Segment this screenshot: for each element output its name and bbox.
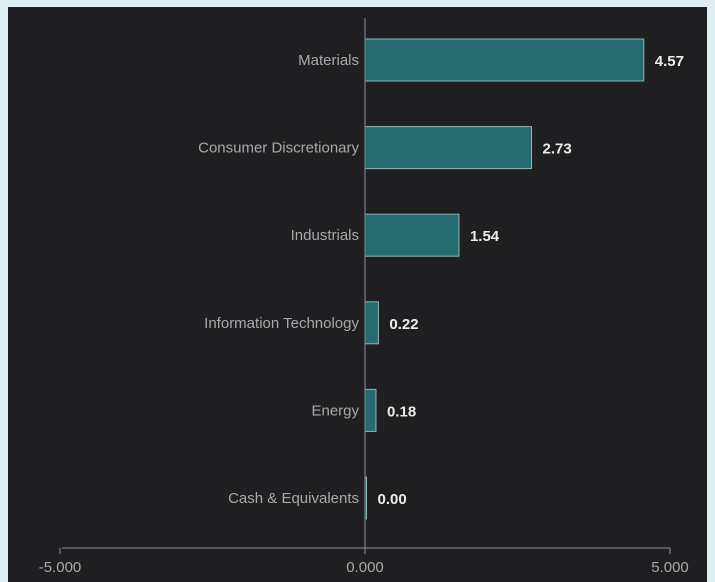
bars-layer (364, 38, 645, 520)
category-label-2: Industrials (291, 227, 359, 244)
value-label-0: 4.57 (655, 53, 684, 70)
value-label-3: 0.22 (389, 316, 418, 333)
category-label-4: Energy (311, 402, 359, 419)
value-label-2: 1.54 (470, 228, 500, 245)
category-label-1: Consumer Discretionary (198, 140, 359, 157)
value-label-1: 2.73 (543, 141, 572, 158)
x-tick-label-0: -5.000 (39, 559, 82, 576)
bar-2 (364, 213, 460, 257)
bar-0 (364, 38, 645, 82)
bar-3 (364, 301, 379, 345)
category-label-5: Cash & Equivalents (228, 490, 359, 507)
category-label-0: Materials (298, 52, 359, 69)
axis-layer: -5.000 0.000 5.000 (39, 18, 689, 576)
bar-4 (364, 388, 377, 432)
category-label-3: Information Technology (204, 315, 359, 332)
value-label-5: 0.00 (378, 491, 407, 508)
value-label-4: 0.18 (387, 403, 416, 420)
labels-layer: Materials 4.57 Consumer Discretionary 2.73 I… (198, 52, 684, 508)
x-tick-label-1: 0.000 (346, 559, 384, 576)
x-tick-label-2: 5.000 (651, 559, 689, 576)
chart-panel (8, 7, 707, 582)
bar-1 (364, 126, 533, 170)
